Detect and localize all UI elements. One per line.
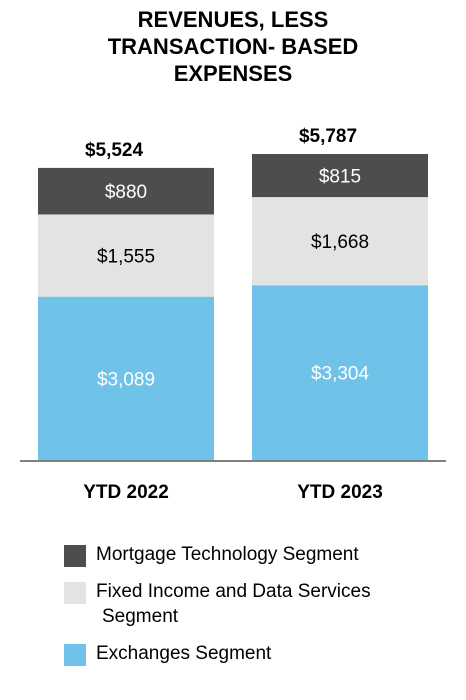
bar-segment-exchanges-0 bbox=[38, 296, 214, 460]
total-label-0: $5,524 bbox=[85, 140, 144, 161]
data-label-fixed-income-1: $1,668 bbox=[311, 232, 369, 253]
chart-legend: Mortgage Technology Segment Fixed Income… bbox=[64, 542, 444, 678]
chart-title-line-2: TRANSACTION- BASED bbox=[107, 34, 359, 59]
legend-item-fixed-income: Fixed Income and Data Services Segment bbox=[64, 579, 444, 629]
chart-title-line-1: REVENUES, LESS bbox=[137, 7, 329, 32]
legend-swatch-fixed-income bbox=[64, 582, 86, 604]
legend-label-mortgage: Mortgage Technology Segment bbox=[96, 544, 359, 565]
legend-swatch-mortgage bbox=[64, 545, 86, 567]
data-label-exchanges-0: $3,089 bbox=[97, 369, 155, 390]
chart-title: REVENUES, LESS TRANSACTION- BASED EXPENS… bbox=[0, 6, 466, 87]
bar-segment-mortgage-0 bbox=[38, 167, 214, 215]
chart-title-line-3: EXPENSES bbox=[173, 61, 293, 86]
data-label-exchanges-1: $3,304 bbox=[311, 364, 370, 385]
bar-segment-fixed-income-0 bbox=[38, 214, 214, 297]
legend-label-fixed-income: Fixed Income and Data Services bbox=[96, 581, 371, 602]
legend-label-fixed-income-line-2: Segment bbox=[102, 606, 179, 627]
legend-item-exchanges: Exchanges Segment bbox=[64, 641, 444, 666]
bar-segment-exchanges-1 bbox=[252, 285, 428, 460]
total-label-1: $5,787 bbox=[299, 126, 357, 147]
legend-item-mortgage: Mortgage Technology Segment bbox=[64, 542, 444, 567]
category-label-0: YTD 2022 bbox=[83, 482, 169, 503]
category-label-1: YTD 2023 bbox=[297, 482, 383, 503]
bar-segment-mortgage-1 bbox=[252, 154, 428, 198]
data-label-mortgage-1: $815 bbox=[319, 167, 361, 188]
bar-segment-fixed-income-1 bbox=[252, 197, 428, 286]
legend-swatch-exchanges bbox=[64, 644, 86, 666]
data-label-mortgage-0: $880 bbox=[105, 182, 147, 203]
stacked-bar-chart: $3,089 $1,555 $880 $5,524 YTD 2022 $3,304 $1,6… bbox=[20, 126, 446, 503]
legend-label-exchanges: Exchanges Segment bbox=[96, 643, 272, 664]
data-label-fixed-income-0: $1,555 bbox=[97, 247, 155, 268]
